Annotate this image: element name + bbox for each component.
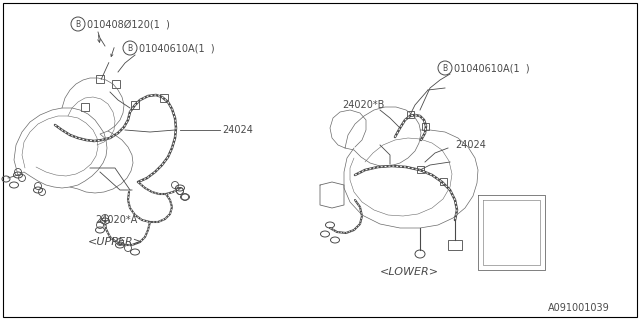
Bar [448,240,462,250]
Bar [417,166,424,173]
Text: 24024: 24024 [222,125,253,135]
Text: 24020*B: 24020*B [342,100,385,110]
Text: B: B [127,44,132,52]
Bar [407,111,414,118]
Bar [81,103,89,111]
Bar [422,123,429,130]
Text: 24024: 24024 [455,140,486,150]
Text: 010408Ø120(1  ): 010408Ø120(1 ) [87,19,170,29]
Text: B: B [442,63,447,73]
Text: 24020*A: 24020*A [95,215,137,225]
Bar [96,75,104,83]
Text: 01040610A(1  ): 01040610A(1 ) [139,43,214,53]
Bar [440,178,447,185]
Text: A091001039: A091001039 [548,303,610,313]
Text: <LOWER>: <LOWER> [380,267,439,277]
Bar [131,101,139,109]
Bar [112,80,120,88]
Text: 01040610A(1  ): 01040610A(1 ) [454,63,530,73]
Bar [160,94,168,102]
Text: B: B [76,20,81,28]
Text: <UPPER>: <UPPER> [88,237,143,247]
